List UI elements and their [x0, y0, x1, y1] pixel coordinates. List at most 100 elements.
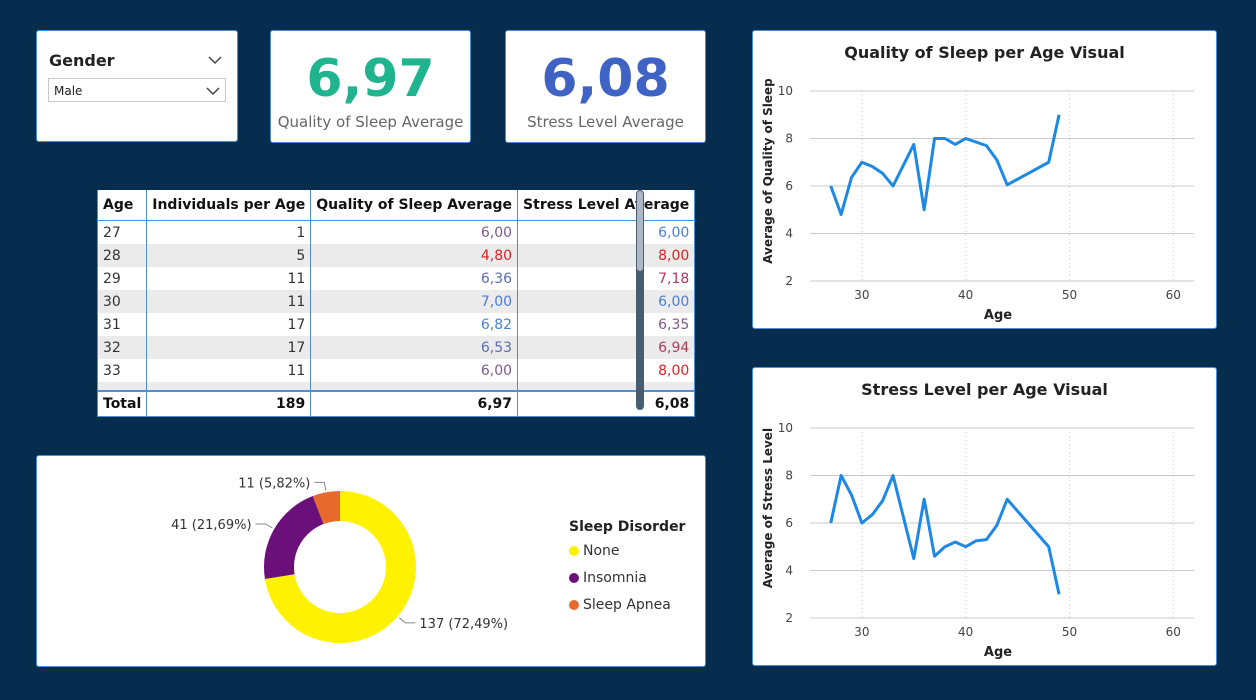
column-header-quality[interactable]: Quality of Sleep Average: [310, 190, 519, 221]
cell-age: 28: [96, 244, 148, 267]
legend-label: Insomnia: [583, 570, 647, 586]
cell-partial: [517, 382, 696, 391]
cell-count: 5: [146, 244, 312, 267]
total-stress: 6,08: [517, 390, 696, 417]
y-tick-label: 6: [785, 179, 793, 193]
x-tick-label: 40: [958, 625, 973, 639]
slicer-title: Gender: [49, 51, 115, 70]
x-tick-label: 30: [854, 288, 869, 302]
cell-partial: [96, 382, 148, 391]
cell-stress: 8,00: [517, 244, 696, 267]
y-tick-label: 2: [785, 611, 793, 625]
kpi-label-quality: Quality of Sleep Average: [277, 113, 464, 131]
cell-age: 32: [96, 336, 148, 359]
cell-partial: [146, 382, 312, 391]
cell-stress: 6,35: [517, 313, 696, 336]
cell-count: 11: [146, 290, 312, 313]
cell-quality: 6,53: [310, 336, 519, 359]
cell-quality: 7,00: [310, 290, 519, 313]
table-total-row: Total 189 6,97 6,08: [96, 390, 696, 417]
x-tick-label: 60: [1166, 288, 1181, 302]
cell-stress: 8,00: [517, 359, 696, 382]
stress-chart-card: Stress Level per Age Visual 2 4 6 8 10 30 40 50…: [752, 367, 1217, 666]
x-tick-label: 30: [854, 625, 869, 639]
table-row: 27 1 6,00 6,00: [96, 220, 696, 244]
table-scrollbar-thumb[interactable]: [637, 191, 643, 271]
column-header-age[interactable]: Age: [96, 190, 148, 221]
table-row: 28 5 4,80 8,00: [96, 244, 696, 267]
x-tick-label: 40: [958, 288, 973, 302]
cell-stress: 6,00: [517, 290, 696, 313]
table-row: 31 17 6,82 6,35: [96, 313, 696, 336]
donut-data-label: 137 (72,49%): [419, 617, 508, 632]
legend-dot-icon: [569, 600, 579, 610]
legend-label: Sleep Apnea: [583, 597, 671, 613]
legend-item-none[interactable]: None: [569, 543, 620, 559]
chart-title: Stress Level per Age Visual: [861, 380, 1108, 399]
series-line[interactable]: [829, 474, 1061, 595]
quality-line-chart: 2 4 6 8 10 30 40 50 60 Age Average of Quality of S…: [761, 78, 1194, 323]
gender-slicer: Gender Male: [36, 30, 238, 142]
table-scrollbar[interactable]: [636, 190, 644, 410]
cell-stress: 7,18: [517, 267, 696, 290]
quality-chart-card: Quality of Sleep per Age Visual 2 4 6 8 10 30…: [752, 30, 1217, 329]
table-row: 32 17 6,53 6,94: [96, 336, 696, 359]
x-axis-title: Age: [984, 308, 1012, 323]
total-quality: 6,97: [310, 390, 519, 417]
cell-quality: 4,80: [310, 244, 519, 267]
column-header-individuals[interactable]: Individuals per Age: [146, 190, 312, 221]
dropdown-chevron-icon: [206, 87, 220, 96]
y-tick-label: 2: [785, 274, 793, 288]
column-header-stress[interactable]: Stress Level Average: [517, 190, 696, 221]
age-table: Age Individuals per Age Quality of Sleep…: [96, 190, 696, 417]
cell-quality: 6,00: [310, 220, 519, 244]
donut-data-label: 41 (21,69%): [171, 518, 251, 533]
kpi-value-stress: 6,08: [541, 49, 670, 109]
cell-count: 1: [146, 220, 312, 244]
cell-quality: 6,82: [310, 313, 519, 336]
stress-line-chart: 2 4 6 8 10 30 40 50 60 Age Average of Stress Level: [761, 421, 1194, 660]
table-row: 30 11 7,00 6,00: [96, 290, 696, 313]
x-tick-label: 50: [1062, 625, 1077, 639]
sleep-disorder-chart-card: 137 (72,49%) 41 (21,69%) 11 (5,82%) Sleep …: [36, 455, 706, 667]
table-row-partial: [96, 382, 696, 391]
gender-dropdown-value: Male: [54, 84, 83, 98]
y-axis-title: Average of Stress Level: [761, 428, 775, 588]
donut-slice-insomnia[interactable]: [264, 496, 324, 579]
kpi-card-quality: 6,97 Quality of Sleep Average: [270, 30, 471, 143]
cell-age: 33: [96, 359, 148, 382]
cell-count: 11: [146, 267, 312, 290]
total-label: Total: [96, 390, 148, 417]
legend-item-insomnia[interactable]: Insomnia: [569, 570, 647, 586]
y-tick-label: 4: [785, 564, 793, 578]
x-axis-title: Age: [984, 645, 1012, 660]
cell-count: 17: [146, 313, 312, 336]
donut-leader-line: [399, 617, 416, 624]
y-tick-label: 8: [785, 469, 793, 483]
legend-item-sleep-apnea[interactable]: Sleep Apnea: [569, 597, 671, 613]
sleep-disorder-donut: 137 (72,49%) 41 (21,69%) 11 (5,82%): [171, 476, 508, 643]
table-row: 33 11 6,00 8,00: [96, 359, 696, 382]
cell-age: 29: [96, 267, 148, 290]
donut-slice-none[interactable]: [264, 491, 416, 643]
legend-dot-icon: [569, 546, 579, 556]
x-tick-label: 60: [1166, 625, 1181, 639]
y-tick-label: 10: [778, 421, 793, 435]
cell-count: 11: [146, 359, 312, 382]
x-tick-label: 50: [1062, 288, 1077, 302]
chevron-down-icon[interactable]: [207, 52, 223, 68]
legend-dot-icon: [569, 573, 579, 583]
total-count: 189: [146, 390, 312, 417]
cell-count: 17: [146, 336, 312, 359]
donut-leader-line: [255, 523, 273, 529]
y-tick-label: 10: [778, 84, 793, 98]
donut-slice-sleep-apnea[interactable]: [312, 491, 340, 525]
gender-dropdown[interactable]: Male: [48, 78, 226, 102]
cell-age: 27: [96, 220, 148, 244]
cell-stress: 6,94: [517, 336, 696, 359]
cell-age: 30: [96, 290, 148, 313]
y-tick-label: 6: [785, 516, 793, 530]
series-line[interactable]: [829, 114, 1061, 216]
kpi-label-stress: Stress Level Average: [527, 113, 684, 131]
table-row: 29 11 6,36 7,18: [96, 267, 696, 290]
